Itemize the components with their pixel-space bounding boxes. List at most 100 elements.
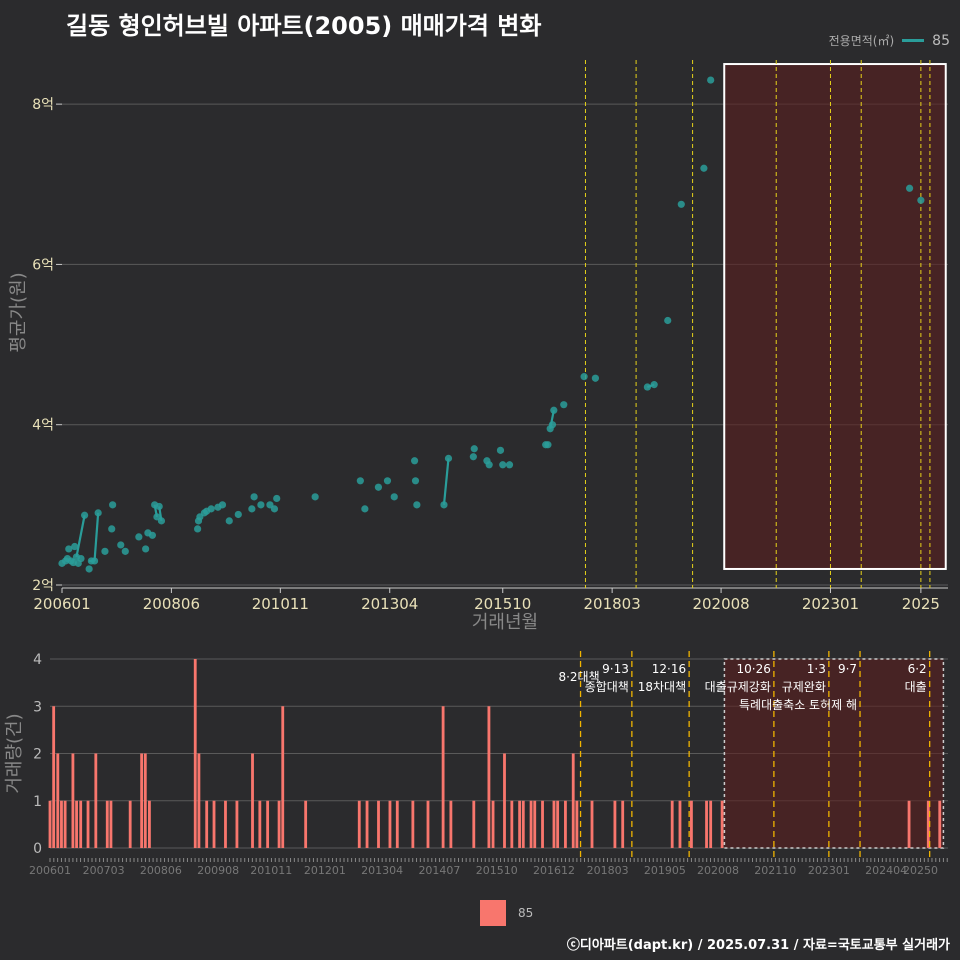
data-point <box>361 505 369 513</box>
legend-bottom: 85 <box>480 900 533 926</box>
volume-bar <box>503 753 506 848</box>
data-point <box>273 494 281 503</box>
policy-date-label: 6·2 <box>908 662 927 676</box>
y-tick-label: 4억 <box>32 418 54 434</box>
policy-name-label: 특례대출축소 토허제 해 <box>739 698 857 712</box>
bar-x-tick-label: 201011 <box>250 864 292 877</box>
legend-bar-label: 85 <box>518 906 534 920</box>
bar-y-tick-label: 2 <box>33 747 42 763</box>
bar-x-tick-label: 200703 <box>83 864 125 877</box>
policy-name-label: 18차대책 <box>638 679 686 694</box>
volume-bar <box>491 800 495 848</box>
volume-bar <box>56 753 60 848</box>
bar-x-tick-label: 202301 <box>808 864 850 877</box>
bar-x-tick-label: 201407 <box>418 864 460 877</box>
bar-highlight-box <box>723 658 945 849</box>
policy-date-label: 1·3 <box>807 662 826 676</box>
policy-name-label: 규제완화 <box>782 680 826 694</box>
bar-x-tick-label: 20250 <box>903 864 938 877</box>
page-title: 길동 형인허브빌 아파트(2005) 매매가격 변화 <box>66 12 542 40</box>
highlight-box <box>723 63 947 570</box>
volume-bar <box>541 800 544 848</box>
data-point <box>905 184 914 192</box>
data-point <box>157 517 166 525</box>
volume-bar <box>128 800 132 848</box>
data-point <box>444 454 453 462</box>
x-tick-label: 201011 <box>252 595 309 613</box>
data-point <box>90 557 99 565</box>
data-point <box>135 533 143 541</box>
policy-date-label: 10·26 <box>737 662 771 676</box>
volume-bar <box>556 800 560 848</box>
volume-bar <box>388 800 392 848</box>
volume-bar <box>426 800 430 848</box>
data-point <box>257 501 265 509</box>
series-line-segment <box>75 515 86 558</box>
volume-bar <box>75 800 78 848</box>
volume-bar <box>533 800 537 848</box>
legend-top: 전용면적(㎡) 85 <box>829 32 950 49</box>
x-tick-label: 201510 <box>474 595 531 613</box>
data-point <box>550 406 558 414</box>
price-chart: 2억 4억 6억 8억 200601 200806 201011 201304 201510 20… <box>8 60 948 633</box>
data-point <box>560 401 568 409</box>
volume-bar <box>552 800 556 848</box>
x-tick-label: 2025 <box>902 595 940 613</box>
data-point <box>591 374 600 382</box>
y-tick-label: 2억 <box>32 578 54 594</box>
legend-series-label: 85 <box>932 32 950 49</box>
data-point <box>410 457 419 465</box>
data-point <box>643 383 651 391</box>
policy-date-label: 8·2 <box>558 670 577 684</box>
data-point <box>148 531 157 539</box>
volume-bar <box>281 706 285 848</box>
volume-bar <box>277 800 281 848</box>
bar-y-tick-label: 0 <box>33 841 42 857</box>
volume-bar <box>705 800 708 848</box>
data-point <box>383 477 392 485</box>
data-point <box>505 461 514 469</box>
volume-bar <box>251 753 254 848</box>
volume-bar <box>670 800 674 848</box>
data-point <box>580 373 588 381</box>
data-point <box>650 381 658 389</box>
volume-bar <box>521 800 525 848</box>
volume-bar <box>109 800 113 848</box>
data-point <box>234 510 242 519</box>
x-tick-label: 200806 <box>143 595 200 613</box>
data-point <box>155 502 163 511</box>
data-point <box>142 545 150 553</box>
policy-date-label: 9·13 <box>602 662 629 676</box>
x-tick-label: 201803 <box>584 595 641 613</box>
data-point <box>117 541 125 549</box>
data-point <box>121 547 129 555</box>
volume-bar <box>258 800 262 848</box>
volume-bar <box>71 753 75 848</box>
data-point <box>496 446 505 454</box>
x-tick-label: 200601 <box>33 595 90 613</box>
data-point <box>250 493 258 501</box>
volume-bar <box>575 800 579 848</box>
volume-bar <box>60 800 63 848</box>
data-point <box>499 461 507 469</box>
policy-name-label: 대출 <box>905 680 927 694</box>
data-point <box>311 493 319 501</box>
data-point <box>413 501 421 509</box>
volume-bar <box>193 659 197 848</box>
policy-name-label: 종합대책 <box>585 679 629 694</box>
y-axis-label: 평균가(원) <box>8 272 29 352</box>
data-point <box>207 505 215 513</box>
data-point <box>77 554 85 563</box>
x-tick-label: 201304 <box>361 595 418 613</box>
volume-bar <box>411 800 415 848</box>
volume-bar <box>212 800 216 848</box>
y-tick-label: 8억 <box>32 97 54 113</box>
volume-bar <box>720 800 724 848</box>
volume-bar <box>304 800 308 848</box>
policy-name-label: 대출규제강화 <box>705 680 771 694</box>
data-point <box>411 477 420 485</box>
volume-bar <box>472 800 476 848</box>
data-point <box>109 501 117 509</box>
data-point <box>218 501 227 509</box>
volume-bar <box>449 800 453 848</box>
